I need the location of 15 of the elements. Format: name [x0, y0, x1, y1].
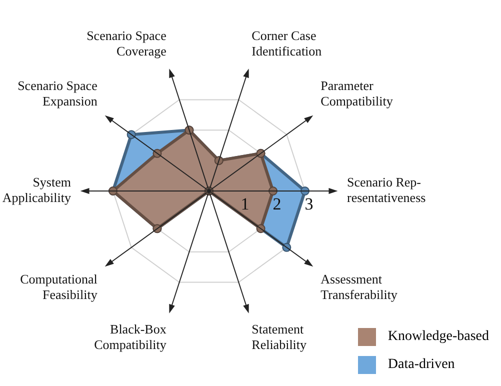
- spoke-label: Scenario Space Coverage: [86, 28, 167, 58]
- spoke-label: Parameter Compatibility: [320, 78, 394, 109]
- spoke-label: Assessment Transferability: [320, 271, 398, 302]
- y-tick-label: 2: [272, 194, 282, 214]
- spoke-label: Corner Case Identification: [252, 28, 322, 58]
- spoke-label: Statement Reliability: [252, 321, 308, 352]
- legend-label: Knowledge-based: [388, 329, 489, 345]
- spoke-label: Black-Box Compatibility: [94, 321, 167, 352]
- spoke-label: Scenario Space Expansion: [18, 78, 98, 109]
- spoke-label: System Applicability: [2, 174, 72, 206]
- legend-label: Data-driven: [388, 357, 455, 373]
- y-tick-label: 1: [240, 194, 250, 214]
- y-tick-label: 3: [304, 194, 314, 214]
- spoke-label: Scenario Rep- resentativeness: [347, 174, 426, 206]
- spoke-label: Computational Feasibility: [20, 271, 98, 302]
